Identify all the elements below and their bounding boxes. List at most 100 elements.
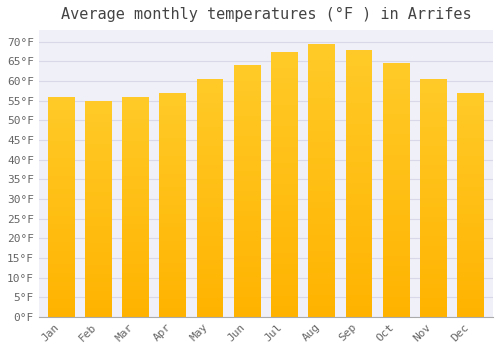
Bar [122,180,149,185]
Bar [234,111,260,116]
Bar [160,106,186,111]
Bar [48,211,74,216]
Bar [308,262,335,268]
Bar [383,149,409,155]
Bar [383,134,409,139]
Bar [308,169,335,175]
Bar [420,184,447,189]
Bar [346,215,372,220]
Bar [346,290,372,295]
Bar [234,261,260,267]
Bar [420,274,447,279]
Bar [420,312,447,317]
Bar [85,174,112,179]
Bar [48,202,74,207]
Bar [85,278,112,282]
Bar [196,155,224,160]
Bar [234,116,260,121]
Bar [308,93,335,98]
Bar [196,127,224,132]
Bar [308,240,335,246]
Bar [48,185,74,189]
Bar [308,197,335,202]
Bar [458,182,484,187]
Bar [122,128,149,132]
Bar [383,276,409,281]
Bar [160,151,186,156]
Bar [271,163,298,168]
Bar [271,306,298,312]
Bar [346,269,372,274]
Bar [458,93,484,97]
Bar [234,156,260,161]
Bar [48,281,74,286]
Bar [420,89,447,93]
Bar [234,121,260,126]
Bar [48,216,74,220]
Bar [234,287,260,292]
Bar [383,180,409,185]
Bar [383,63,409,69]
Bar [196,136,224,141]
Bar [346,103,372,108]
Bar [122,159,149,163]
Bar [420,150,447,155]
Bar [383,69,409,74]
Bar [420,231,447,236]
Bar [271,78,298,84]
Bar [122,141,149,145]
Bar [122,246,149,251]
Bar [234,171,260,176]
Bar [234,181,260,186]
Bar [196,203,224,208]
Bar [383,292,409,296]
Bar [308,213,335,218]
Bar [420,79,447,84]
Bar [48,238,74,242]
Bar [420,193,447,198]
Bar [308,164,335,169]
Bar [346,194,372,199]
Bar [271,57,298,62]
Bar [458,299,484,303]
Bar [420,222,447,226]
Bar [308,109,335,115]
Bar [160,232,186,236]
Bar [458,267,484,272]
Bar [308,180,335,186]
Bar [308,284,335,289]
Bar [308,60,335,66]
Bar [383,286,409,292]
Bar [122,295,149,299]
Bar [271,68,298,73]
Bar [271,131,298,136]
Bar [234,136,260,141]
Bar [308,65,335,71]
Bar [196,174,224,179]
Bar [160,312,186,317]
Bar [383,84,409,89]
Bar [458,142,484,147]
Bar [160,299,186,303]
Bar [420,279,447,284]
Bar [420,155,447,160]
Bar [458,111,484,115]
Bar [160,223,186,227]
Bar [85,157,112,161]
Bar [346,92,372,98]
Bar [160,191,186,196]
Bar [48,128,74,132]
Bar [122,229,149,233]
Bar [160,254,186,259]
Bar [48,106,74,110]
Bar [346,66,372,71]
Bar [48,308,74,313]
Bar [458,191,484,196]
Bar [271,248,298,253]
Bar [458,245,484,250]
Bar [85,153,112,157]
Bar [196,217,224,222]
Bar [458,294,484,299]
Bar [383,266,409,271]
Bar [234,201,260,206]
